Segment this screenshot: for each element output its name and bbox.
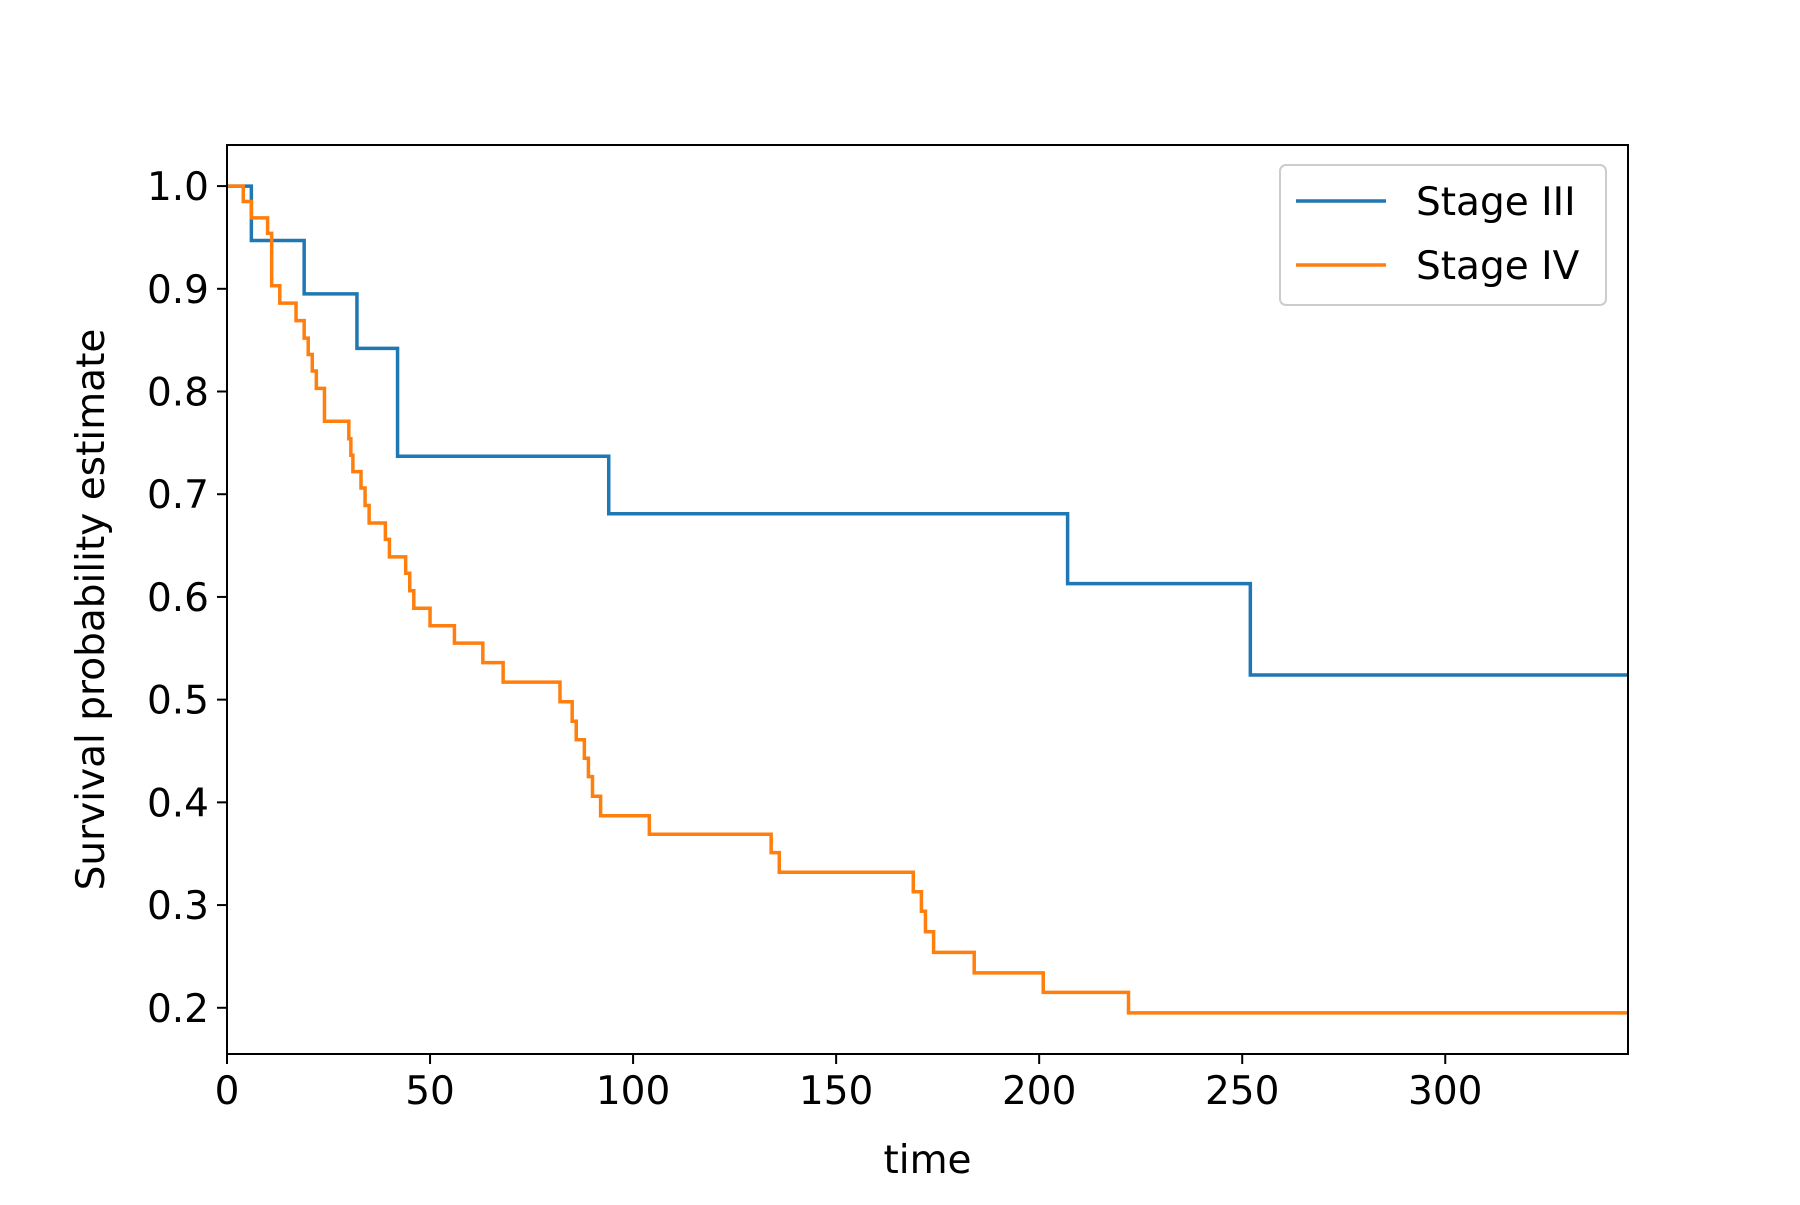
y-tick-label: 0.8 [147,371,209,416]
y-tick-label: 0.5 [147,679,209,724]
x-tick-label: 200 [1002,1069,1076,1114]
y-tick-label: 0.4 [147,781,209,826]
plot-area [227,184,1628,1015]
legend: Stage III Stage IV [1279,164,1607,306]
y-axis-label: Survival probability estimate [69,329,114,891]
y-tick-label: 0.9 [147,268,209,313]
x-tick-label: 100 [596,1069,670,1114]
y-tick-label: 0.2 [147,987,209,1032]
x-tick-label: 300 [1408,1069,1482,1114]
x-axis-label: time [883,1138,971,1183]
x-tick-label: 0 [215,1069,240,1114]
y-tick-label: 0.3 [147,884,209,929]
y-tick-label: 0.6 [147,576,209,621]
axes: 0 50 100 150 200 250 300 0.2 0.3 0.4 0.5 0.6 0.7 0.8 0… [69,144,1629,1183]
x-tick-label: 50 [405,1069,455,1114]
x-tick-label: 150 [799,1069,873,1114]
y-tick-label: 0.7 [147,473,209,518]
legend-label-2: Stage IV [1416,244,1580,289]
series-line-2 [227,184,1628,1015]
x-tick-label: 250 [1205,1069,1279,1114]
legend-label-1: Stage III [1416,180,1576,225]
series-line-1 [227,184,1628,677]
axes-frame [226,144,1629,1055]
y-tick-label: 1.0 [147,165,209,210]
